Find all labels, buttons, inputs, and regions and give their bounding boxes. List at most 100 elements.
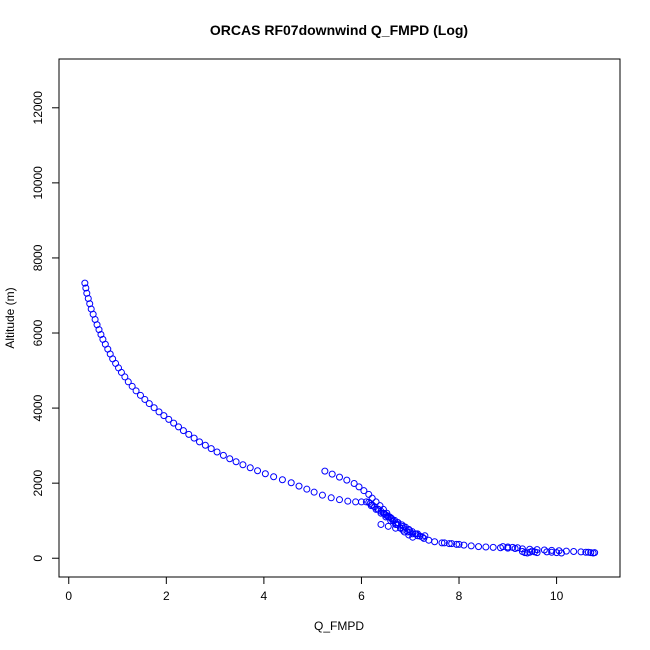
data-point (328, 470, 336, 478)
data-point (504, 543, 512, 551)
data-point (150, 404, 158, 412)
data-point (360, 487, 368, 495)
data-point (207, 445, 215, 453)
y-axis-label: Altitude (m) (3, 287, 17, 348)
data-points (81, 279, 599, 557)
x-tick-label: 8 (456, 589, 463, 603)
data-point (394, 519, 402, 527)
y-tick-label: 4000 (31, 394, 45, 421)
data-point (582, 548, 590, 556)
data-point (132, 387, 140, 395)
data-point (336, 496, 343, 504)
x-axis: 0 2 4 6 8 10 (65, 576, 564, 603)
data-point (405, 526, 413, 534)
data-point (219, 451, 227, 459)
data-point (387, 517, 395, 525)
data-point (587, 549, 595, 557)
y-tick-label: 2000 (31, 469, 45, 496)
data-point (165, 415, 173, 423)
data-point (438, 539, 446, 547)
data-point (372, 505, 380, 513)
y-tick-label: 6000 (31, 319, 45, 346)
data-point (362, 498, 370, 506)
data-point (81, 279, 89, 287)
data-point (411, 530, 419, 538)
data-point (117, 368, 125, 376)
data-point (185, 430, 193, 438)
data-point (170, 419, 178, 427)
data-point (377, 509, 385, 517)
data-point (467, 542, 475, 550)
x-tick-label: 2 (163, 589, 170, 603)
data-point (421, 532, 429, 540)
chart-title: ORCAS RF07downwind Q_FMPD (Log) (210, 22, 468, 38)
y-tick-label: 0 (31, 555, 45, 562)
data-point (310, 488, 318, 496)
data-point (355, 483, 363, 491)
data-point (344, 497, 352, 505)
data-point (553, 549, 561, 557)
data-point (570, 547, 578, 555)
data-point (254, 467, 262, 475)
data-point (475, 543, 483, 551)
data-point (160, 412, 168, 420)
data-point (141, 395, 149, 403)
data-point (232, 458, 240, 466)
plot-frame (58, 58, 621, 578)
data-point (336, 473, 343, 481)
data-point (372, 498, 380, 506)
data-point (396, 524, 404, 532)
data-point (145, 400, 153, 408)
data-point (278, 476, 286, 484)
data-point (453, 540, 461, 548)
data-point (287, 479, 295, 487)
y-tick-label: 10000 (31, 166, 45, 200)
data-point (543, 548, 551, 556)
data-point (352, 498, 360, 506)
x-tick-label: 0 (65, 589, 72, 603)
data-point (514, 544, 522, 552)
data-point (489, 543, 497, 551)
data-point (327, 494, 335, 502)
data-point (295, 482, 303, 490)
y-tick-label: 8000 (31, 244, 45, 271)
data-point (303, 485, 311, 493)
data-point (365, 490, 373, 498)
data-point (509, 543, 517, 551)
data-point (382, 513, 390, 521)
data-point (350, 480, 358, 488)
data-point (482, 543, 490, 551)
data-point (82, 284, 90, 292)
data-point (321, 467, 329, 475)
data-point (448, 540, 456, 548)
data-point (121, 373, 129, 381)
data-point (128, 382, 136, 390)
data-point (175, 423, 183, 431)
y-axis: 0 2000 4000 6000 8000 10000 12000 (31, 91, 60, 562)
data-point (136, 391, 144, 399)
data-point (533, 549, 541, 557)
data-point (190, 434, 198, 442)
data-point (124, 378, 132, 386)
data-point (414, 530, 422, 538)
data-point (239, 461, 247, 469)
data-point (261, 470, 269, 478)
x-axis-label: Q_FMPD (314, 619, 364, 633)
x-tick-label: 4 (261, 589, 268, 603)
data-point (318, 491, 326, 499)
data-point (499, 543, 507, 551)
data-point (343, 476, 351, 484)
data-point (445, 540, 453, 548)
data-point (521, 549, 529, 557)
data-point (368, 494, 376, 502)
data-point (357, 498, 365, 506)
data-point (384, 522, 392, 530)
data-point (270, 473, 278, 481)
data-point (377, 520, 385, 528)
data-point (557, 549, 565, 557)
data-point (548, 548, 556, 556)
x-tick-label: 6 (358, 589, 365, 603)
data-point (460, 541, 468, 549)
y-tick-label: 12000 (31, 91, 45, 125)
